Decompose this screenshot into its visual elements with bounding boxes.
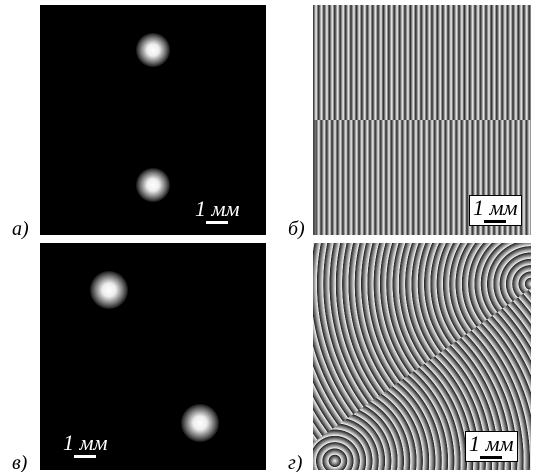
scale-label: 1 мм: [469, 431, 514, 456]
scale-bar: 1 мм: [465, 431, 518, 462]
beam-spot: [90, 271, 128, 309]
beam-spot: [136, 33, 170, 67]
panel-label: г): [288, 452, 303, 472]
scale-label: 1 мм: [63, 430, 108, 455]
scale-label: 1 мм: [195, 196, 240, 221]
scale-bar: 1 мм: [469, 195, 522, 226]
phase-image: 1 мм: [313, 243, 531, 470]
phase-stripes: [313, 5, 531, 120]
scale-bar: 1 мм: [192, 197, 243, 226]
panel-label: в): [12, 452, 28, 472]
panel-label: б): [288, 218, 305, 240]
scale-label: 1 мм: [473, 195, 518, 220]
beam-spot: [136, 168, 170, 202]
intensity-image: 1 мм: [40, 5, 266, 235]
beam-spot: [181, 404, 219, 442]
scale-bar: 1 мм: [60, 431, 111, 460]
panel-label: а): [12, 218, 29, 240]
intensity-image: 1 мм: [40, 243, 266, 470]
phase-image: 1 мм: [313, 5, 531, 235]
